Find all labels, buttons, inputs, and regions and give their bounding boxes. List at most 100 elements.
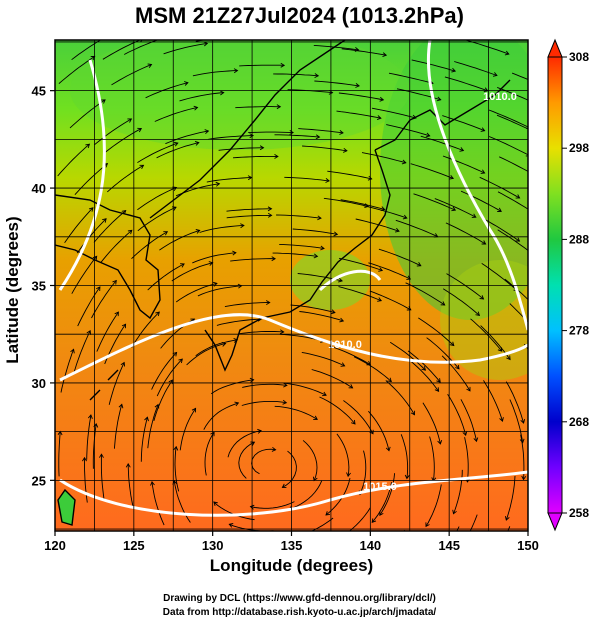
streamline-arrowhead — [283, 382, 288, 388]
streamline — [353, 356, 392, 382]
streamline — [137, 187, 177, 211]
streamline — [186, 343, 226, 366]
streamline-arrowhead — [219, 90, 225, 96]
streamline — [210, 379, 254, 395]
streamline-arrowhead — [247, 175, 253, 181]
streamline — [226, 214, 272, 219]
streamline — [368, 410, 390, 451]
streamline — [203, 402, 239, 430]
streamline — [206, 177, 252, 183]
colorbar-tick-label: 278 — [569, 324, 589, 338]
streamline-arrowhead — [85, 143, 91, 149]
streamline — [288, 480, 323, 510]
streamline-arrowhead — [402, 214, 408, 220]
streamline — [460, 399, 477, 442]
streamline — [444, 76, 488, 92]
streamline-arrowhead — [249, 377, 255, 383]
streamline — [238, 441, 255, 479]
streamline — [137, 142, 178, 163]
streamline — [171, 262, 213, 282]
streamline-arrowhead — [333, 231, 339, 237]
streamline — [425, 484, 442, 527]
streamline — [195, 339, 238, 357]
colorbar-tick-label: 258 — [569, 506, 589, 520]
streamline-arrowhead — [373, 558, 377, 562]
streamline — [250, 501, 295, 509]
streamline-arrowhead — [525, 152, 528, 157]
x-tick-label: 145 — [438, 538, 460, 553]
streamline-arrowhead — [86, 330, 92, 335]
streamline — [208, 135, 254, 140]
streamline — [199, 224, 244, 233]
streamline — [511, 72, 528, 80]
streamline — [273, 73, 319, 77]
streamline-arrowhead — [99, 453, 104, 458]
x-tick-label: 125 — [123, 538, 145, 553]
streamline — [103, 128, 142, 154]
streamline — [338, 92, 384, 101]
x-tick-label: 130 — [202, 538, 224, 553]
streamline-arrowhead — [139, 164, 145, 170]
streamline-arrowhead — [127, 229, 133, 235]
colorbar-tick-labels: 308 298 288 278 268 258 — [562, 50, 589, 520]
streamline — [371, 482, 393, 523]
streamline-arrowhead — [282, 399, 288, 405]
streamline — [282, 450, 297, 488]
streamline — [71, 256, 98, 294]
colorbar-tick-label: 308 — [569, 50, 589, 64]
streamline — [238, 331, 284, 335]
streamline — [355, 218, 400, 232]
contour-label: 1010.0 — [328, 339, 362, 351]
streamline-arrowhead — [479, 295, 485, 300]
streamline — [429, 436, 435, 482]
streamline-arrowhead — [497, 207, 502, 212]
streamline — [232, 155, 278, 159]
contour-label: 1015.0 — [363, 481, 397, 493]
streamline — [283, 382, 327, 396]
streamline-arrowhead — [330, 309, 336, 315]
streamline-arrowhead — [237, 35, 241, 39]
streamline — [359, 450, 367, 495]
streamline — [341, 48, 387, 56]
streamline — [60, 349, 75, 393]
data-credit: Data from http://database.rish.kyoto-u.a… — [162, 607, 437, 618]
streamline-arrowhead — [401, 159, 407, 165]
streamline-arrowhead — [534, 131, 538, 135]
streamline-arrowhead — [276, 104, 282, 110]
streamline — [197, 285, 242, 297]
streamline-arrowhead — [191, 407, 197, 413]
streamline-arrowhead — [127, 118, 133, 123]
y-tick-label: 45 — [32, 84, 46, 99]
streamline-arrowhead — [173, 141, 179, 147]
colorbar-tick-label: 268 — [569, 415, 589, 429]
streamline — [71, 40, 102, 61]
streamline-arrowhead — [147, 63, 153, 68]
streamline-arrowhead — [466, 386, 471, 392]
streamline-arrowhead — [376, 115, 382, 121]
streamline — [216, 318, 262, 326]
streamline — [147, 404, 159, 449]
streamline — [368, 262, 411, 280]
streamline — [73, 330, 91, 373]
streamline-arrowhead — [240, 223, 245, 229]
streamline-arrowhead — [82, 456, 87, 462]
streamline-arrowhead — [234, 401, 240, 407]
streamline — [163, 42, 208, 55]
streamline — [313, 44, 359, 51]
colorbar-gradient — [547, 56, 563, 514]
streamline-arrowhead — [178, 358, 183, 364]
streamline-arrowhead — [382, 52, 388, 58]
streamline — [77, 286, 101, 327]
streamline-arrowhead — [328, 89, 334, 95]
x-tick-label: 150 — [517, 538, 539, 553]
streamline — [100, 454, 105, 500]
streamline-arrowhead — [87, 414, 93, 419]
streamline-arrowhead — [271, 256, 276, 262]
streamline-arrowhead — [339, 317, 345, 323]
streamline — [156, 142, 199, 159]
streamline-arrowhead — [452, 509, 457, 515]
streamline — [499, 156, 528, 172]
streamline — [179, 408, 196, 451]
streamline-arrowhead — [203, 41, 209, 47]
streamline — [241, 400, 287, 406]
